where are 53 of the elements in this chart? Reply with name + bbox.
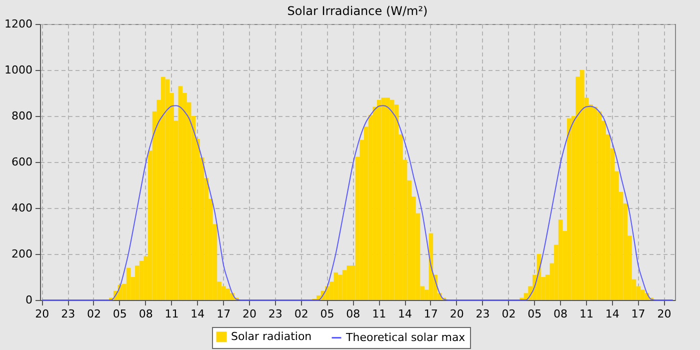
bar [346, 266, 352, 300]
x-tick-label: 14 [190, 308, 205, 320]
x-tick-label: 08 [138, 308, 153, 320]
x-tick-label: 20 [35, 308, 50, 320]
bar [165, 79, 170, 300]
y-tick-label: 1200 [4, 18, 32, 30]
legend-label: Solar radiation [231, 330, 312, 343]
x-tick-label: 20 [242, 308, 257, 320]
x-tick-label: 02 [294, 308, 308, 320]
bar [126, 268, 131, 300]
bar [381, 98, 386, 300]
x-tick-label: 20 [450, 308, 464, 320]
bar [178, 86, 183, 300]
bar [558, 220, 563, 300]
x-tick-label: 05 [112, 308, 127, 320]
x-tick-label: 17 [631, 308, 646, 320]
x-tick-label: 11 [579, 308, 594, 320]
x-tick-label: 17 [424, 308, 438, 320]
x-tick-label: 02 [86, 308, 101, 320]
bar [160, 76, 166, 300]
x-tick-label: 14 [398, 308, 412, 320]
x-tick-label: 23 [61, 308, 76, 320]
y-tick-label: 1000 [4, 64, 32, 76]
legend-label: Theoretical solar max [345, 330, 466, 344]
bar [390, 100, 394, 300]
x-tick-label: 17 [216, 308, 231, 320]
x-tick-label: 08 [554, 308, 568, 320]
x-tick-label: 23 [268, 308, 282, 320]
bar [386, 98, 390, 300]
bar [226, 288, 230, 300]
x-tick-label: 08 [346, 308, 360, 320]
y-tick-label: 200 [12, 248, 32, 260]
x-tick-label: 02 [502, 308, 516, 320]
y-tick-label: 400 [12, 202, 32, 214]
x-tick-label: 11 [164, 308, 179, 320]
x-tick-label: 11 [372, 308, 386, 320]
bar [597, 111, 602, 300]
chart-title: Solar Irradiance (W/m²) [287, 4, 428, 18]
y-tick-label: 600 [12, 156, 32, 168]
line-series [42, 105, 674, 300]
x-tick-label: 14 [605, 308, 620, 320]
bar [592, 106, 598, 300]
y-tick-label: 0 [26, 294, 32, 306]
y-tick-label: 800 [12, 110, 32, 122]
bar [376, 100, 382, 300]
bar [580, 70, 584, 300]
x-tick-label: 20 [657, 308, 672, 320]
bar [640, 290, 645, 300]
x-tick-label: 05 [320, 308, 334, 320]
x-tick-label: 05 [528, 308, 542, 320]
x-tick-label: 23 [476, 308, 490, 320]
bar [139, 260, 144, 300]
bar [334, 272, 338, 300]
